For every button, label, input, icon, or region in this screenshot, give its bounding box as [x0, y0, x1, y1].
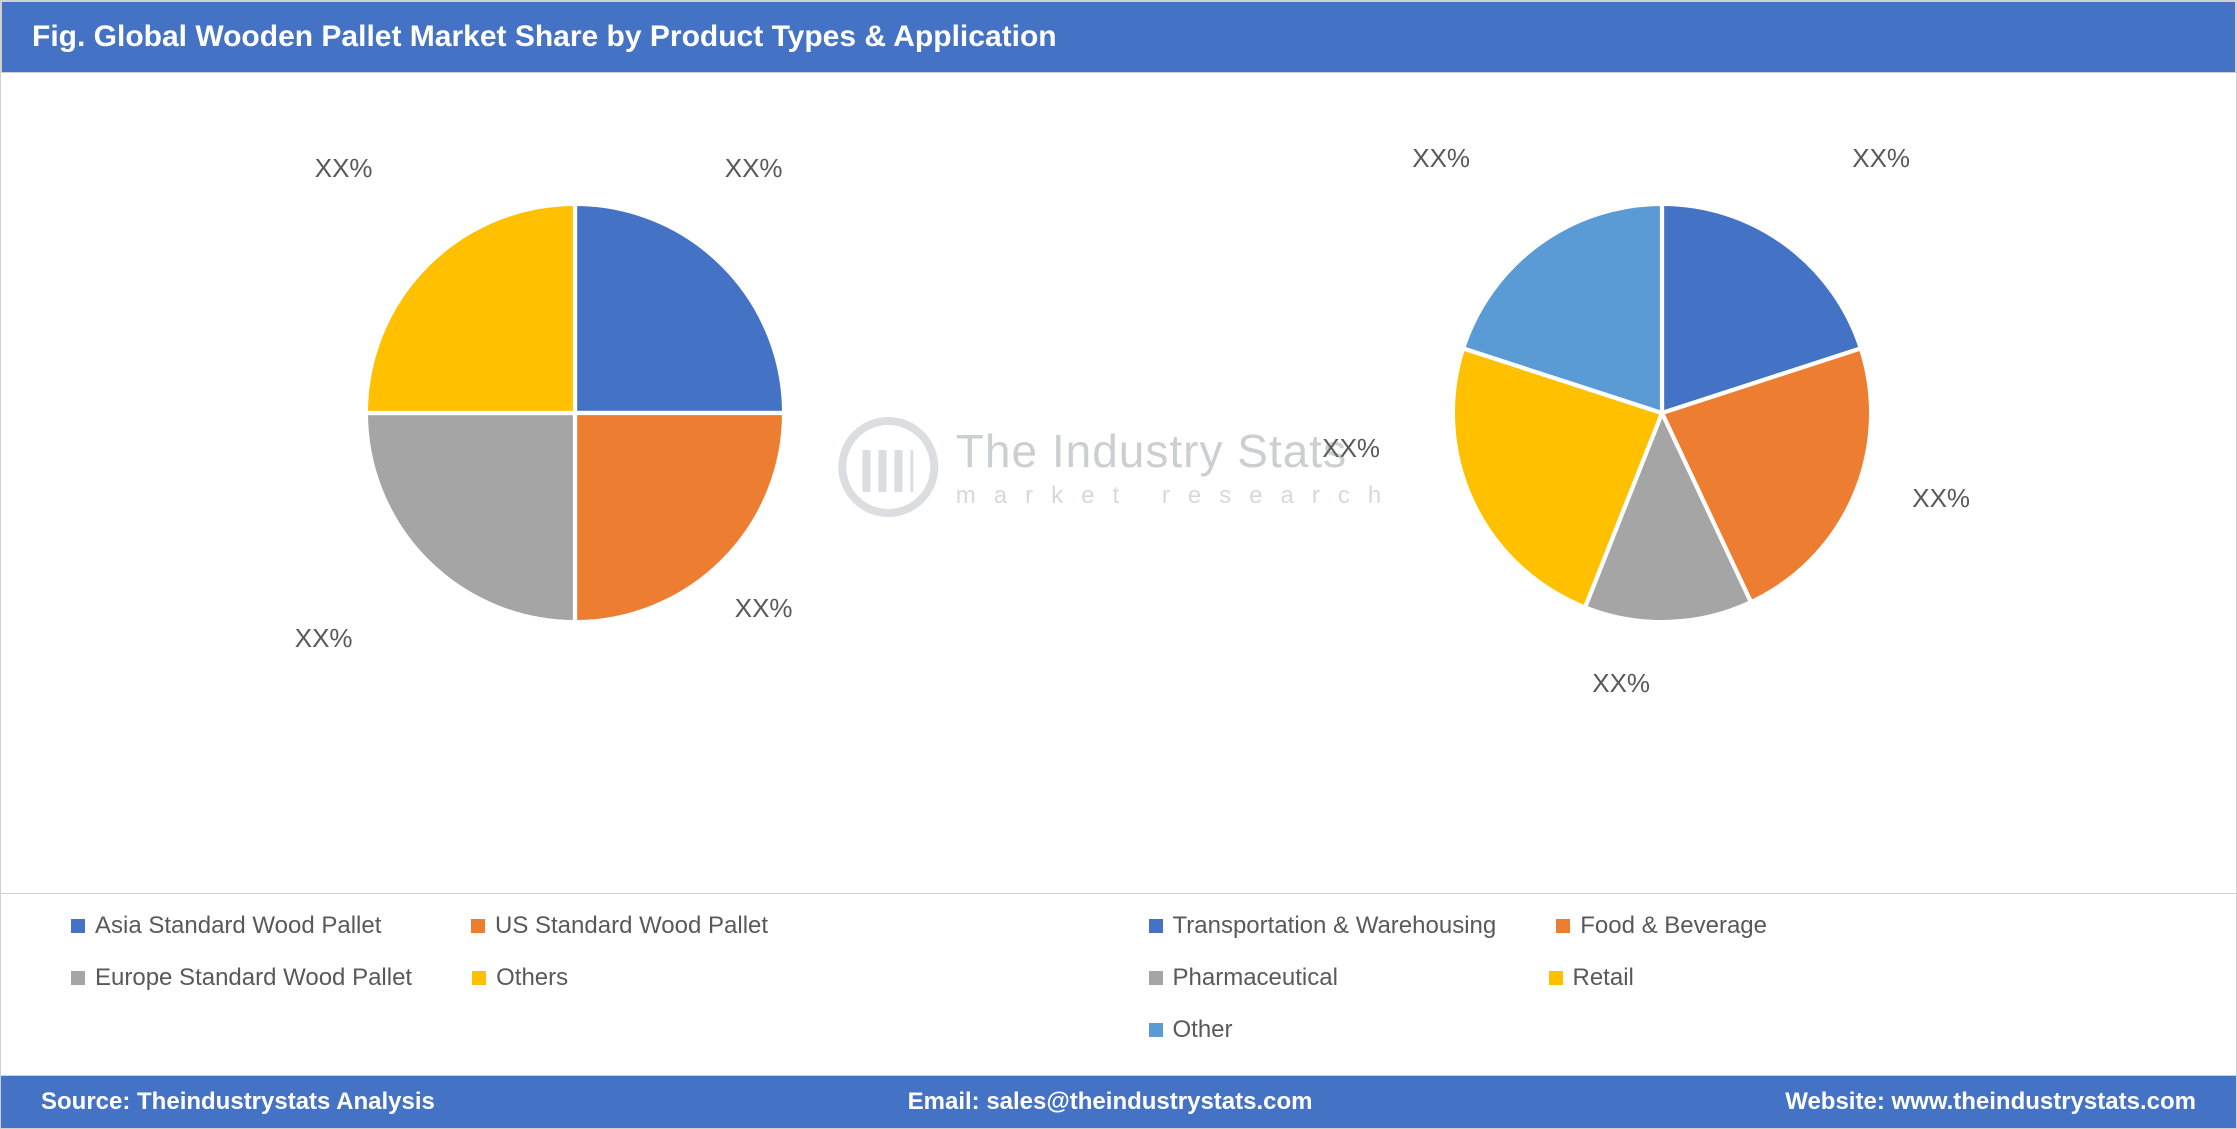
- title-bar: Fig. Global Wooden Pallet Market Share b…: [1, 1, 2236, 73]
- pie-left-svg: [345, 183, 805, 643]
- legend-item: Food & Beverage: [1556, 912, 1896, 940]
- legend-item: Asia Standard Wood Pallet: [71, 912, 411, 940]
- slice-label: XX%: [295, 623, 353, 654]
- chart-left-column: XX% XX% XX% XX%: [53, 113, 1097, 713]
- slice-label: XX%: [1592, 668, 1650, 699]
- legend-label: Food & Beverage: [1580, 912, 1767, 940]
- legend-swatch: [1149, 1023, 1163, 1037]
- pie-slice: [366, 413, 575, 622]
- slice-label: XX%: [315, 153, 373, 184]
- legend-swatch: [1549, 971, 1563, 985]
- legend-item: Retail: [1549, 964, 1889, 992]
- legend-swatch: [472, 971, 486, 985]
- legend-label: Others: [496, 964, 568, 992]
- pie-slice: [575, 413, 784, 622]
- chart-right-column: XX% XX% XX% XX% XX%: [1140, 113, 2184, 713]
- pie-right: XX% XX% XX% XX% XX%: [1312, 113, 2012, 713]
- page-title: Fig. Global Wooden Pallet Market Share b…: [32, 20, 1057, 53]
- legend-label: US Standard Wood Pallet: [495, 912, 768, 940]
- legend-row: Asia Standard Wood Pallet US Standard Woo…: [1, 893, 2236, 1062]
- legend-label: Transportation & Warehousing: [1173, 912, 1497, 940]
- legend-swatch: [1556, 919, 1570, 933]
- legend-swatch: [1149, 971, 1163, 985]
- legend-left: Asia Standard Wood Pallet US Standard Woo…: [41, 894, 1119, 1062]
- legend-label: Asia Standard Wood Pallet: [95, 912, 381, 940]
- pie-slice: [366, 204, 575, 413]
- pie-right-svg: [1432, 183, 1892, 643]
- legend-swatch: [471, 919, 485, 933]
- slice-label: XX%: [725, 153, 783, 184]
- footer-email: Email: sales@theindustrystats.com: [908, 1088, 1313, 1116]
- slice-label: XX%: [735, 593, 793, 624]
- legend-item: Other: [1149, 1016, 1489, 1044]
- legend-item: Europe Standard Wood Pallet: [71, 964, 412, 992]
- legend-label: Other: [1173, 1016, 1233, 1044]
- legend-right: Transportation & Warehousing Food & Bever…: [1119, 894, 2197, 1062]
- legend-swatch: [1149, 919, 1163, 933]
- slice-label: XX%: [1322, 433, 1380, 464]
- footer-source: Source: Theindustrystats Analysis: [41, 1088, 435, 1116]
- chart-area: XX%XX%XX%XX% XX%XX%XX%XX%XX% The Industr…: [1, 73, 2236, 893]
- legend-swatch: [71, 919, 85, 933]
- legend-item: Others: [472, 964, 812, 992]
- pie-left: XX% XX% XX% XX%: [225, 113, 925, 713]
- legend-item: US Standard Wood Pallet: [471, 912, 811, 940]
- legend-label: Europe Standard Wood Pallet: [95, 964, 412, 992]
- legend-item: Transportation & Warehousing: [1149, 912, 1497, 940]
- legend-swatch: [71, 971, 85, 985]
- legend-label: Pharmaceutical: [1173, 964, 1338, 992]
- slice-label: XX%: [1912, 483, 1970, 514]
- slice-label: XX%: [1852, 143, 1910, 174]
- slice-label: XX%: [1412, 143, 1470, 174]
- footer-bar: Source: Theindustrystats Analysis Email:…: [1, 1075, 2236, 1128]
- legend-label: Retail: [1573, 964, 1634, 992]
- pie-slice: [575, 204, 784, 413]
- legend-item: Pharmaceutical: [1149, 964, 1489, 992]
- footer-website: Website: www.theindustrystats.com: [1785, 1088, 2196, 1116]
